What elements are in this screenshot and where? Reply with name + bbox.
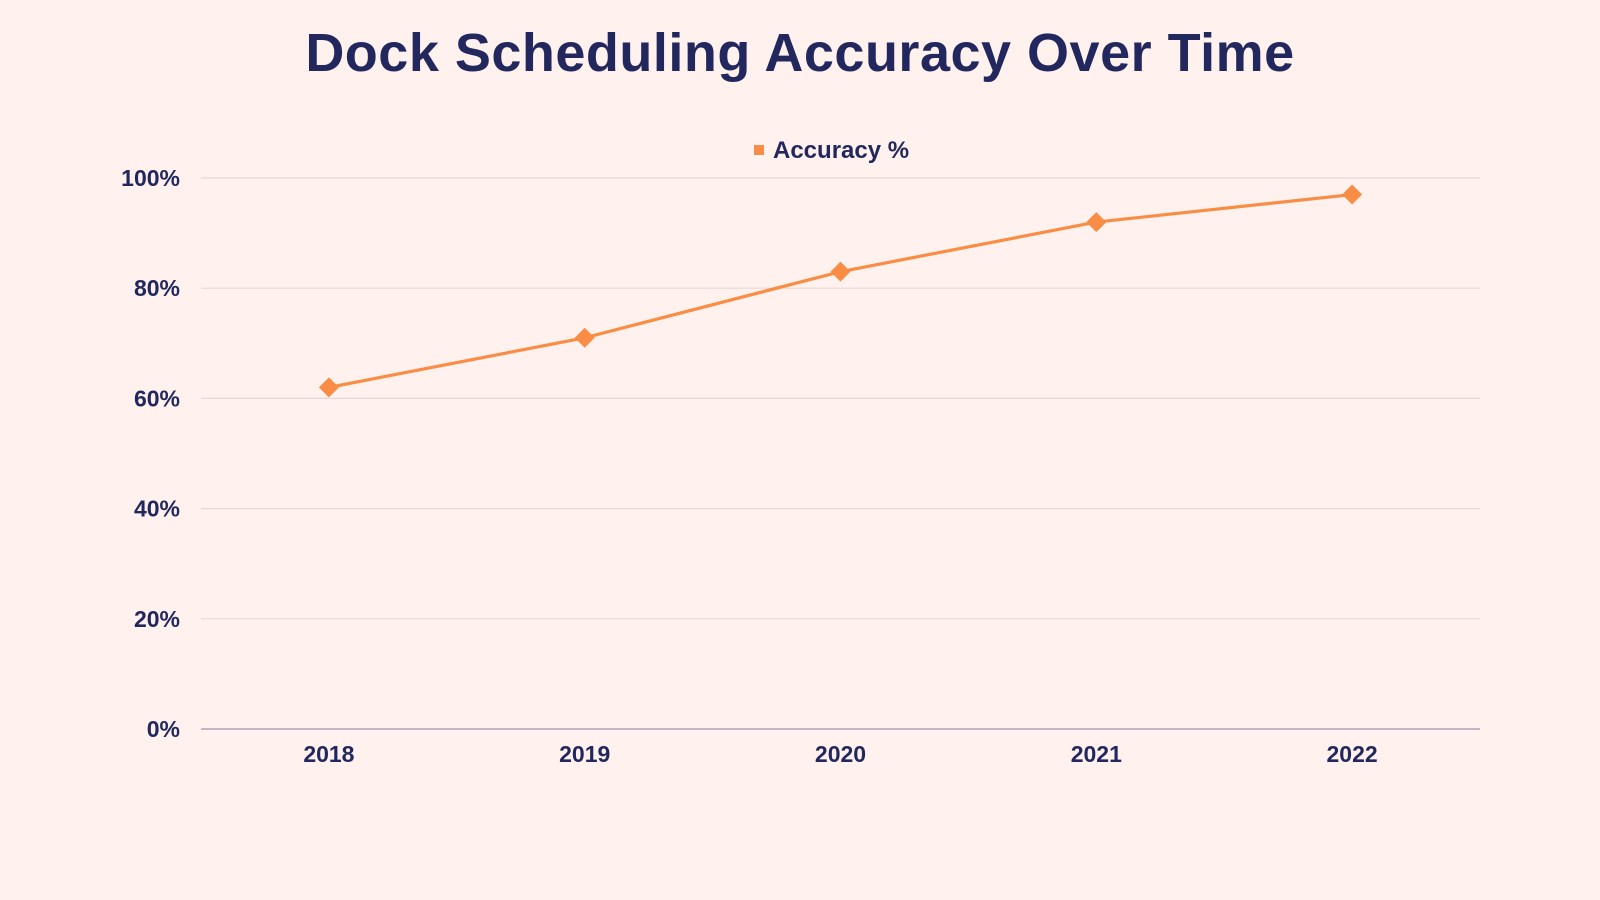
data-point-marker xyxy=(1342,184,1363,205)
legend-swatch xyxy=(754,145,764,155)
y-tick-label: 0% xyxy=(147,716,180,742)
legend-label: Accuracy % xyxy=(773,137,909,164)
x-tick-label: 2021 xyxy=(1071,741,1122,767)
gridlines xyxy=(201,177,1480,620)
chart-title: Dock Scheduling Accuracy Over Time xyxy=(305,23,1295,83)
x-tick-label: 2019 xyxy=(559,741,610,767)
y-tick-label: 20% xyxy=(134,606,180,632)
legend: Accuracy % xyxy=(754,137,909,164)
axes: 0% 20% 40% 60% 80% 100% 2018 2019 2020 2021 2022 xyxy=(121,165,1480,767)
data-point-marker xyxy=(830,261,851,282)
y-tick-label: 80% xyxy=(134,275,180,301)
series xyxy=(318,184,1363,398)
x-tick-label: 2022 xyxy=(1327,741,1378,767)
data-point-marker xyxy=(574,327,595,348)
y-tick-label: 100% xyxy=(121,165,180,191)
x-tick-label: 2018 xyxy=(303,741,354,767)
data-point-marker xyxy=(318,377,339,398)
y-tick-label: 40% xyxy=(134,496,180,522)
series-line xyxy=(328,192,1353,389)
x-tick-label: 2020 xyxy=(815,741,866,767)
y-tick-label: 60% xyxy=(134,385,180,411)
data-point-marker xyxy=(1086,212,1107,233)
